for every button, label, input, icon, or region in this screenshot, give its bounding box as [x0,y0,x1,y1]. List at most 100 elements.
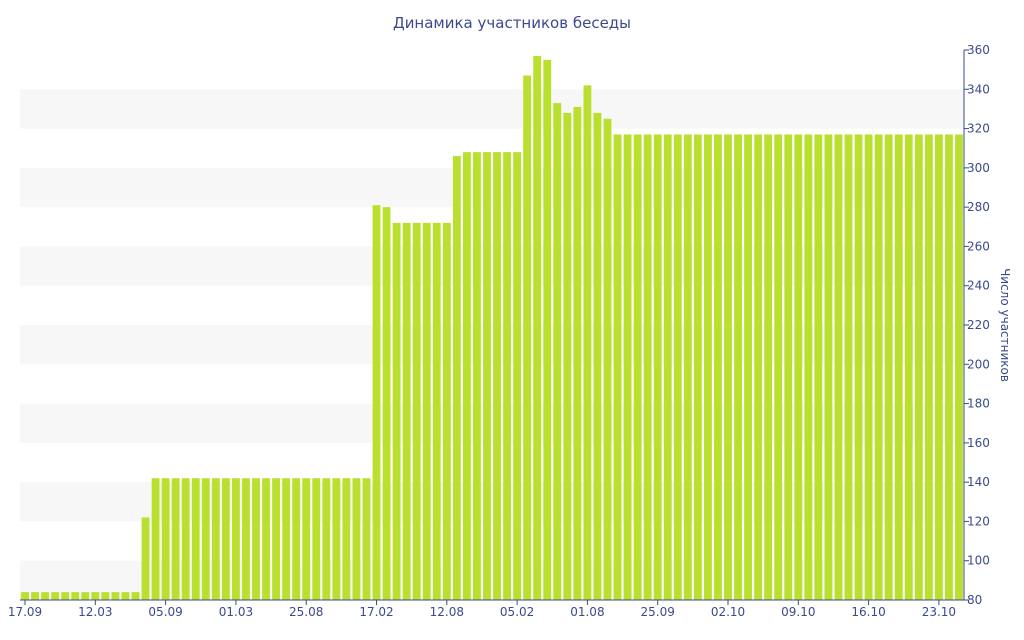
bar [51,592,60,600]
bar [754,134,763,600]
x-tick-label: 05.09 [148,605,182,619]
bar [653,134,662,600]
bar [955,134,963,600]
bar [111,592,120,600]
bar [874,134,883,600]
bars [21,55,963,601]
bar [934,134,943,600]
y-tick-label: 320 [967,122,990,136]
bar [402,222,411,601]
bar [603,118,612,600]
bar [854,134,863,600]
bar [101,592,110,600]
bar [834,134,843,600]
x-tick-label: 12.08 [430,605,464,619]
bar [904,134,913,600]
x-tick-label: 09.10 [781,605,815,619]
bar [774,134,783,600]
bar [894,134,903,600]
x-tick-label: 23.10 [922,605,956,619]
bar [211,478,220,600]
bar [332,478,341,600]
y-tick-label: 240 [967,279,990,293]
bar [442,222,451,601]
y-tick-label: 140 [967,475,990,489]
bar [131,592,140,600]
grid-band [20,246,964,286]
grid-band [20,167,964,208]
bar [262,478,270,600]
x-tick-label: 16.10 [851,605,885,619]
x-tick-label: 17.02 [359,605,393,619]
bar [714,134,722,600]
bar [884,134,893,600]
y-tick-label: 180 [967,397,990,411]
bar [282,478,291,600]
y-tick-label: 360 [967,43,990,57]
bar [352,478,361,600]
bar [221,478,230,600]
bar [302,478,311,600]
x-tick-label: 01.08 [570,605,604,619]
y-tick-label: 220 [967,318,990,332]
bar [382,207,391,600]
bar [21,592,29,600]
bar [151,478,160,600]
bar [663,134,672,600]
x-tick-label: 02.10 [711,605,745,619]
x-axis: 17.09 12.03 05.09 01.03 25.08 17.02 12.08 05.02… [8,599,964,619]
grid-band [20,89,964,129]
bar [613,134,622,600]
bar [493,152,501,600]
bar [623,134,632,600]
bar [432,222,441,601]
y-tick-label: 340 [967,82,990,96]
bar [121,592,130,600]
bar [252,478,260,600]
x-tick-label: 01.03 [219,605,253,619]
y-tick-label: 120 [967,514,990,528]
grid-bands [20,89,964,600]
bar [734,134,742,600]
bar [673,134,682,600]
bar [342,478,351,600]
grid-band [20,325,964,365]
x-tick-label: 12.03 [78,605,112,619]
bar [563,112,572,601]
bar [864,134,873,600]
bar [161,478,170,600]
bar [312,478,321,600]
chart-title: Динамика участников беседы [393,14,631,32]
bar [945,134,953,600]
bar [814,134,823,600]
bar [553,103,562,600]
bar [272,478,280,600]
bar [513,152,522,600]
bar [523,75,532,601]
bar [483,152,491,600]
x-tick-label: 17.09 [8,605,42,619]
bar [201,478,210,600]
y-tick-label: 160 [967,436,990,450]
bar [593,112,602,601]
bar [41,592,50,600]
bar [804,134,813,600]
bar [784,134,793,600]
bar [924,134,933,600]
bar [794,134,803,600]
bar [91,592,100,600]
bar [914,134,923,600]
bar [583,85,592,601]
bar [693,134,702,600]
grid-band [20,482,964,522]
grid-band [20,560,964,600]
bar [683,134,692,600]
x-tick-label: 25.09 [641,605,675,619]
y-axis: 80 100 120 140 160 180 200 220 240 260 280 300 320 34… [963,43,990,607]
grid-band [20,403,964,443]
bar [81,592,90,600]
bar [31,592,39,600]
bar [543,59,552,600]
bar [824,134,833,600]
bar [372,205,381,600]
